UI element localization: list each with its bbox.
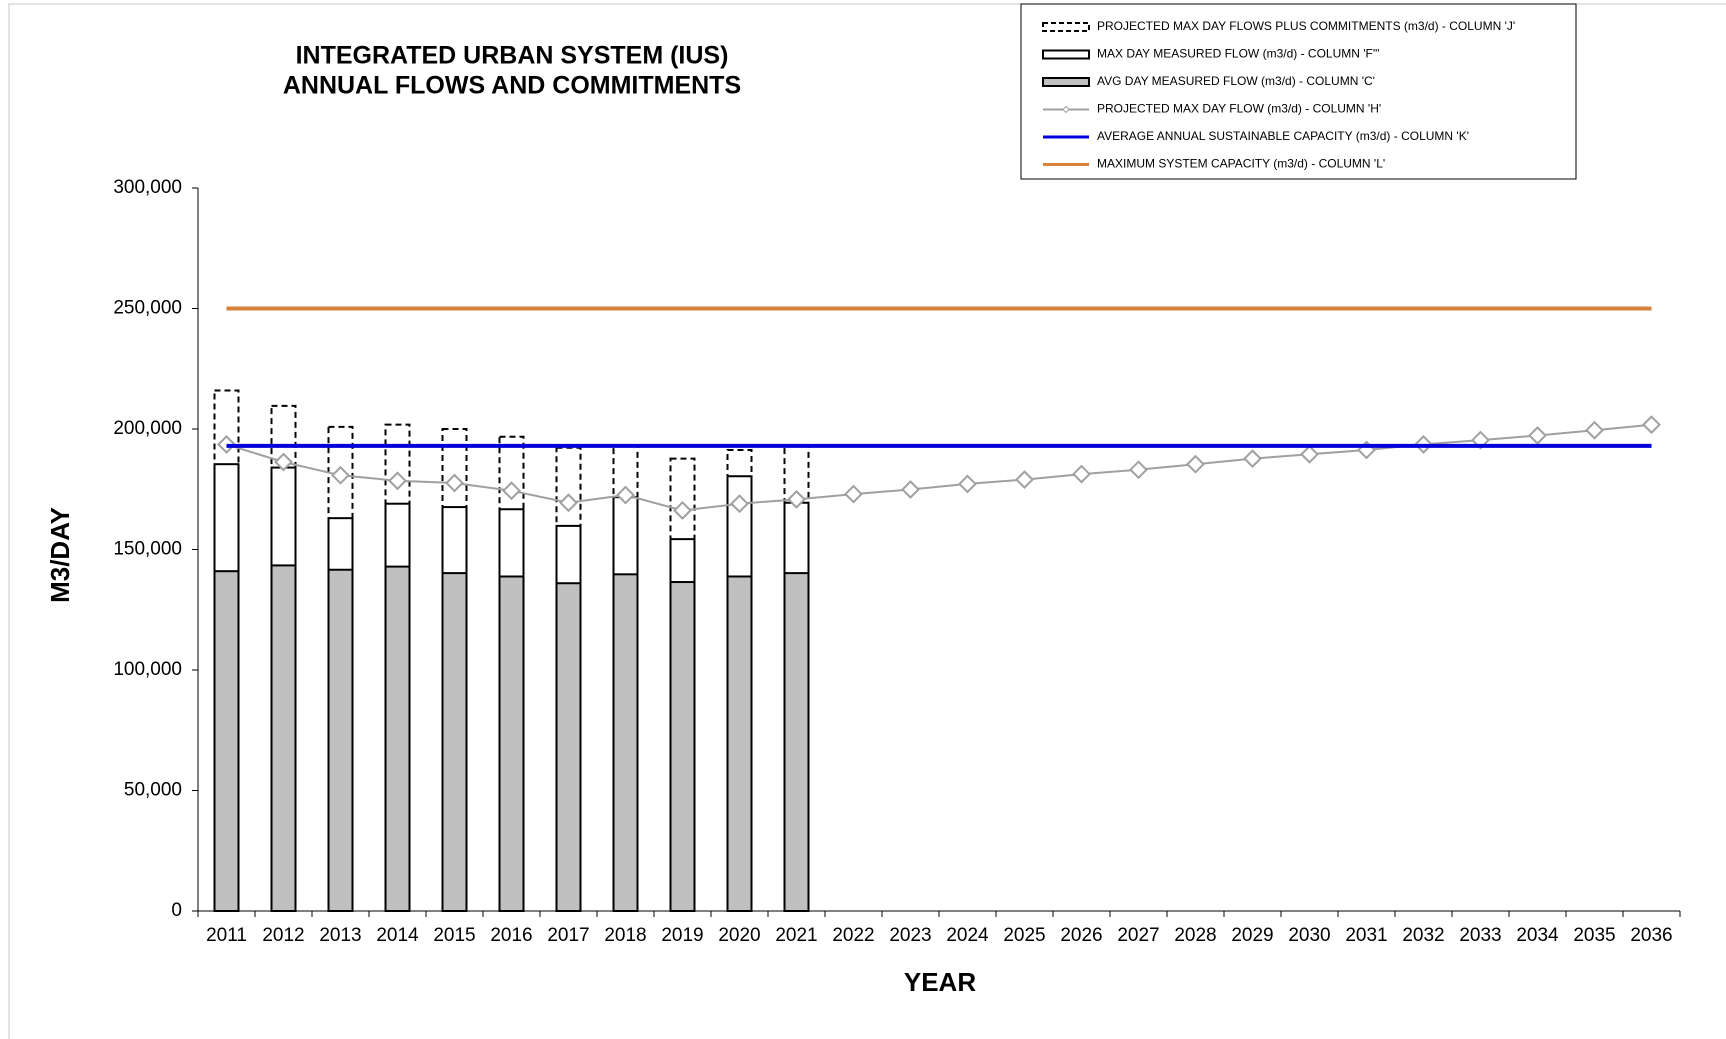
bar — [270, 564, 297, 912]
y-tick-label: 300,000 — [113, 177, 182, 198]
x-tick-label: 2013 — [319, 925, 361, 946]
x-tick-label: 2022 — [832, 925, 874, 946]
marker — [1072, 464, 1091, 484]
legend — [1020, 3, 1577, 180]
x-tick-label: 2029 — [1231, 925, 1273, 946]
x-tick-label: 2031 — [1345, 925, 1387, 946]
marker — [1015, 470, 1034, 490]
legend-swatch — [1042, 49, 1090, 60]
chart-title: ANNUAL FLOWS AND COMMITMENTS — [283, 72, 741, 100]
x-axis-label: YEAR — [904, 967, 976, 997]
x-tick-label: 2030 — [1288, 925, 1330, 946]
x-tick-label: 2023 — [889, 925, 931, 946]
legend-label: MAXIMUM SYSTEM CAPACITY (m3/d) - COLUMN … — [1097, 157, 1385, 171]
y-tick-label: 250,000 — [113, 298, 182, 319]
x-tick-label: 2025 — [1003, 925, 1045, 946]
marker — [445, 473, 464, 493]
marker — [559, 493, 578, 513]
x-tick-label: 2011 — [206, 925, 247, 946]
marker — [1129, 460, 1148, 480]
x-tick-label: 2021 — [775, 925, 817, 946]
chart-title: INTEGRATED URBAN SYSTEM (IUS) — [296, 42, 729, 70]
marker — [1642, 415, 1661, 435]
marker — [730, 494, 749, 514]
x-tick-label: 2028 — [1174, 925, 1216, 946]
marker — [673, 501, 692, 520]
legend-swatch — [1042, 77, 1090, 87]
marker — [958, 474, 977, 494]
y-axis-label: M3/DAY — [45, 507, 75, 603]
x-tick-label: 2015 — [433, 925, 475, 946]
x-tick-label: 2024 — [946, 925, 989, 946]
x-tick-label: 2034 — [1516, 925, 1559, 946]
y-tick-label: 200,000 — [113, 418, 182, 439]
marker — [787, 489, 806, 509]
bar — [441, 572, 468, 912]
bar — [783, 572, 810, 912]
x-tick-label: 2014 — [376, 925, 419, 946]
marker — [502, 481, 521, 501]
marker — [1528, 426, 1547, 445]
x-tick-label: 2026 — [1060, 925, 1102, 946]
x-tick-label: 2036 — [1630, 925, 1672, 946]
legend-label: AVG DAY MEASURED FLOW (m3/d) - COLUMN 'C… — [1097, 74, 1375, 88]
x-tick-label: 2035 — [1573, 925, 1615, 946]
x-tick-label: 2019 — [661, 925, 703, 946]
x-tick-label: 2020 — [718, 925, 760, 946]
chart-border — [8, 3, 1726, 1039]
bar — [669, 581, 696, 912]
legend-swatch — [1062, 105, 1070, 114]
marker — [388, 471, 407, 491]
x-tick-label: 2018 — [604, 925, 646, 946]
marker — [274, 452, 293, 472]
marker — [1186, 454, 1205, 474]
x-tick-label: 2027 — [1117, 925, 1159, 946]
legend-label: PROJECTED MAX DAY FLOW (m3/d) - COLUMN '… — [1097, 102, 1381, 116]
marker — [901, 480, 920, 499]
marker — [1585, 420, 1604, 440]
y-tick-label: 100,000 — [113, 659, 182, 680]
x-tick-label: 2032 — [1402, 925, 1444, 946]
marker — [844, 484, 863, 504]
y-tick-label: 150,000 — [113, 539, 182, 560]
bar — [384, 565, 411, 913]
marker — [616, 485, 635, 505]
marker — [1300, 444, 1319, 464]
x-tick-label: 2017 — [547, 925, 589, 946]
legend-label: AVERAGE ANNUAL SUSTAINABLE CAPACITY (m3/… — [1097, 129, 1469, 143]
bar — [726, 575, 753, 912]
bar — [213, 570, 240, 912]
x-tick-label: 2033 — [1459, 925, 1501, 946]
marker — [1243, 449, 1262, 469]
bar — [555, 582, 582, 912]
marker — [331, 465, 350, 485]
y-tick-label: 0 — [171, 900, 182, 921]
x-tick-label: 2012 — [262, 925, 304, 946]
bar — [498, 575, 525, 912]
bar — [327, 568, 354, 913]
legend-label: MAX DAY MEASURED FLOW (m3/d) - COLUMN 'F… — [1097, 47, 1379, 61]
bar — [612, 573, 639, 912]
y-tick-label: 50,000 — [124, 780, 182, 801]
x-tick-label: 2016 — [490, 925, 532, 946]
line — [226, 423, 1652, 512]
legend-label: PROJECTED MAX DAY FLOWS PLUS COMMITMENTS… — [1097, 19, 1515, 33]
legend-swatch — [1042, 22, 1090, 32]
